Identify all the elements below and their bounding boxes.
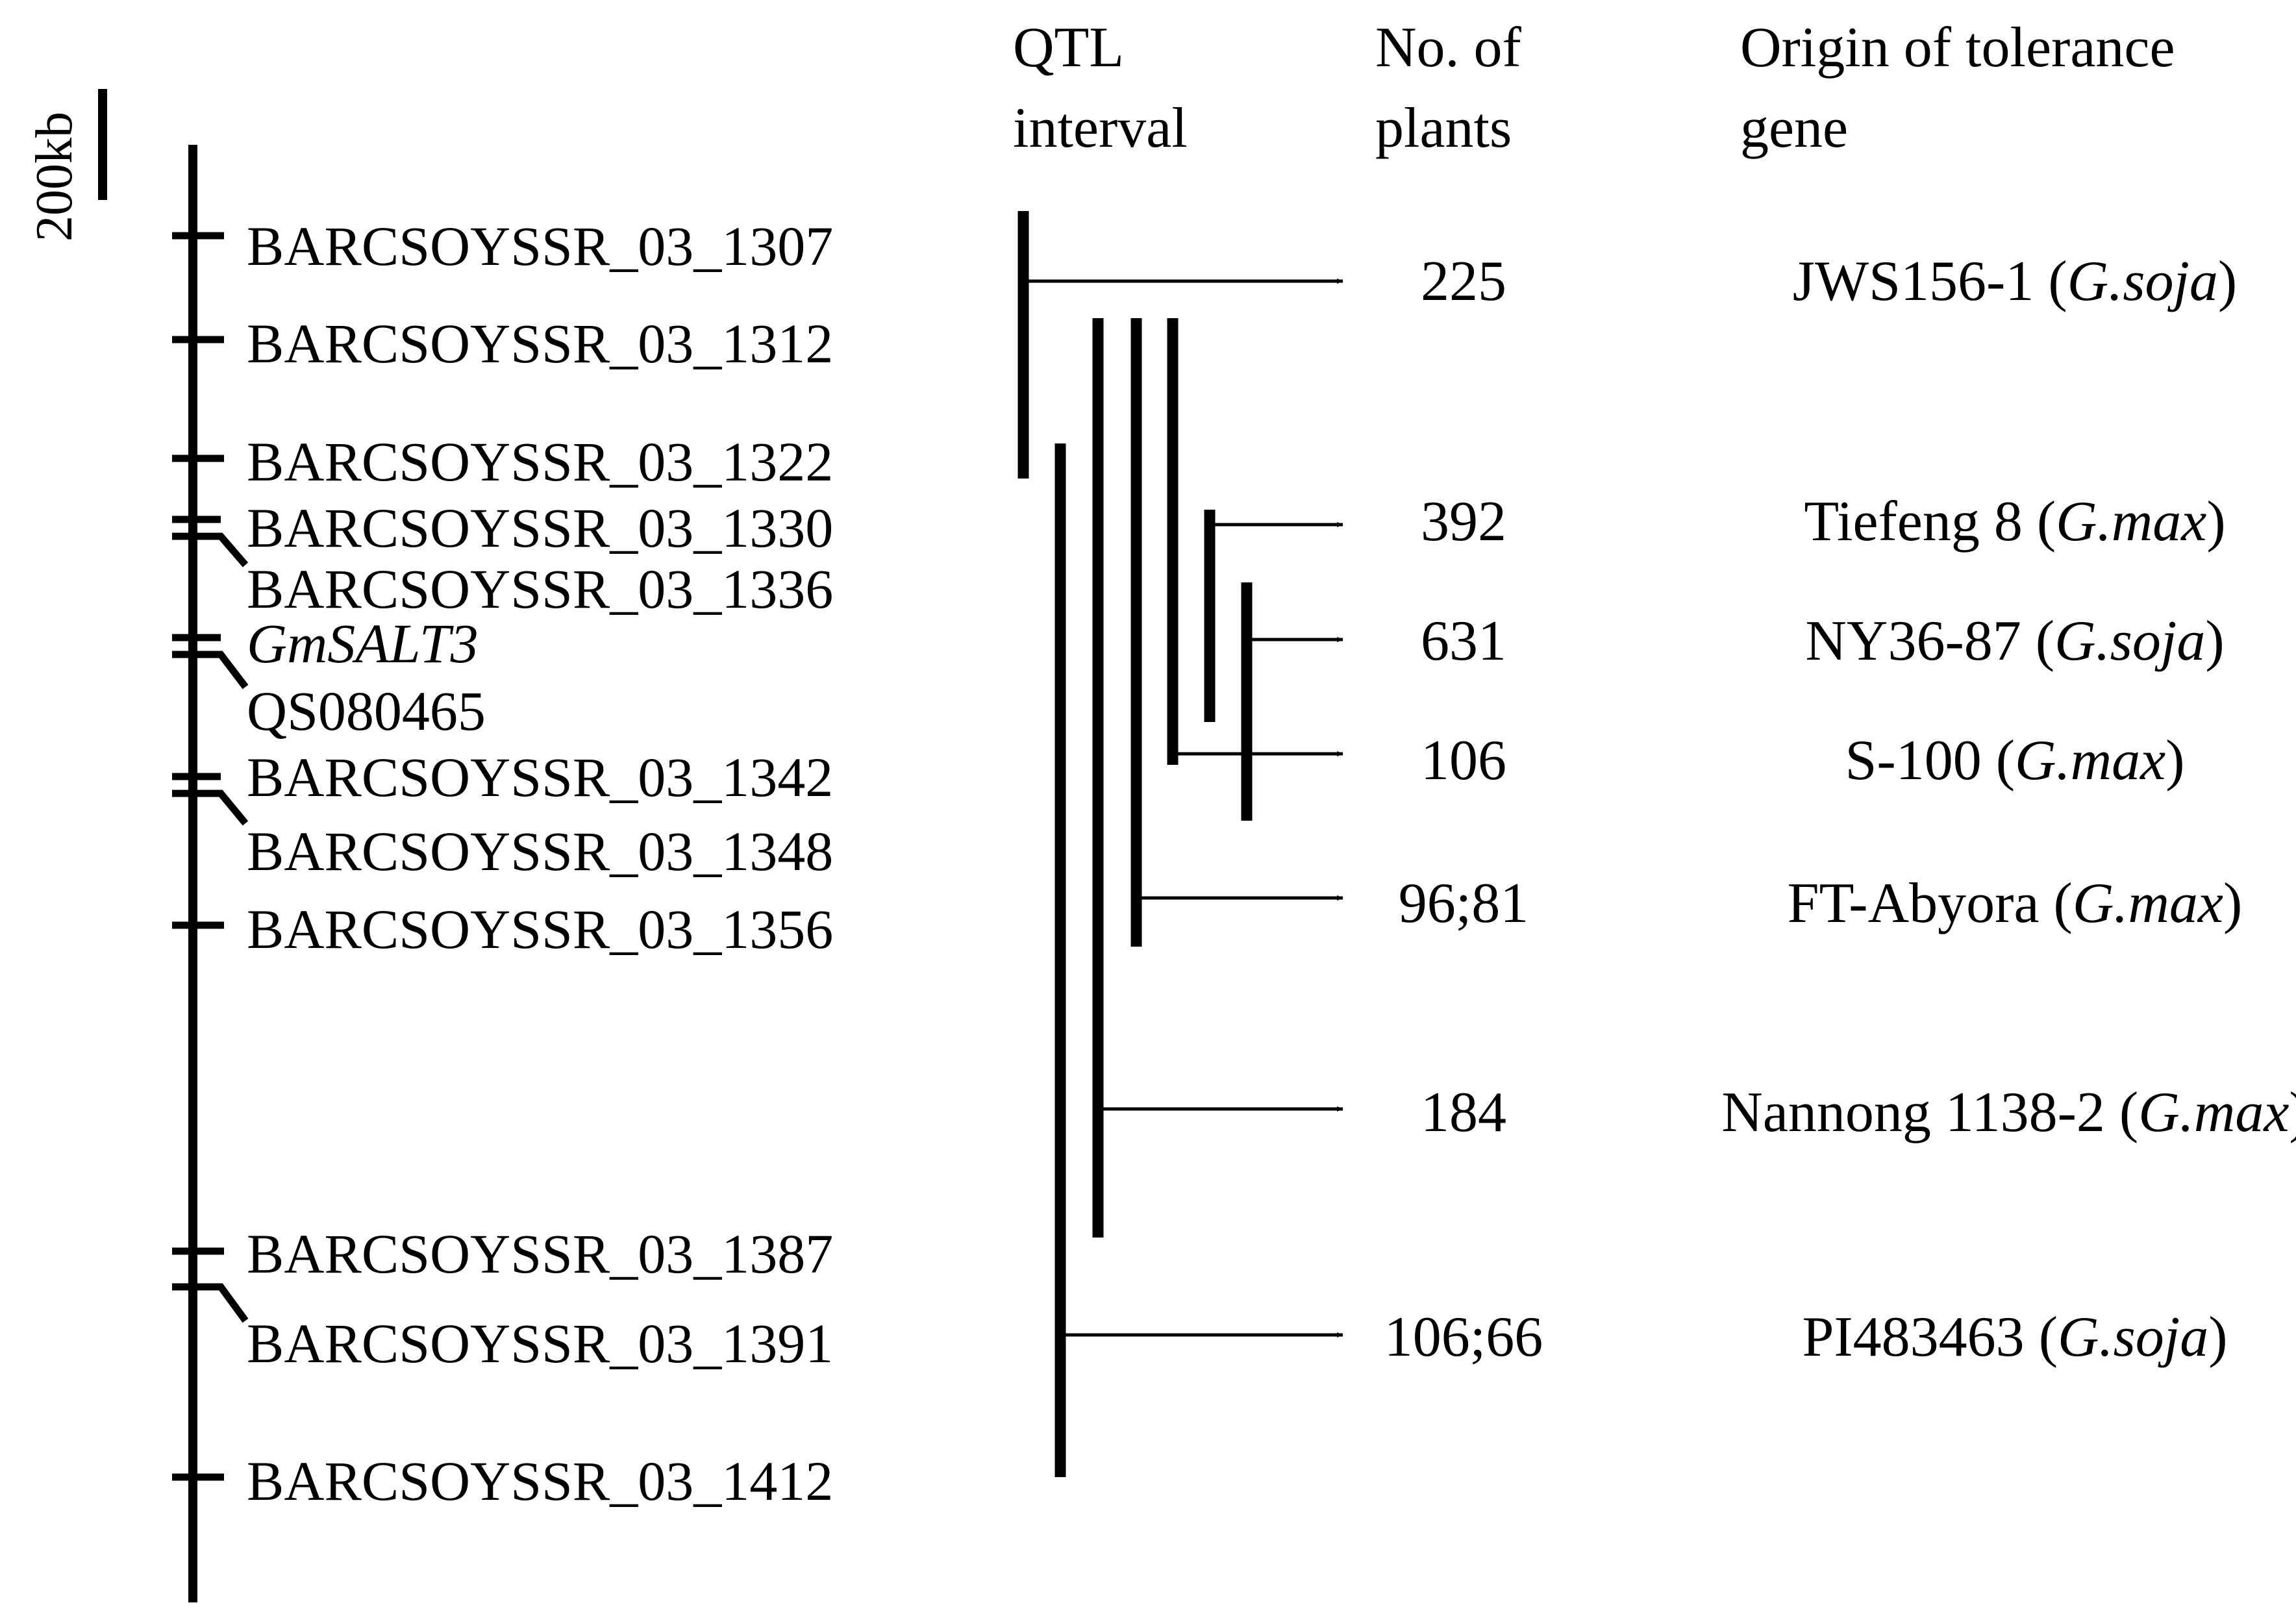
marker-label-1387: BARCSOYSSR_03_1387 <box>247 1223 833 1285</box>
marker-label-qs080465: QS080465 <box>247 680 486 742</box>
marker-label-1322: BARCSOYSSR_03_1322 <box>247 430 833 493</box>
column-headers: QTL interval No. of plants Origin of tol… <box>1013 16 2175 160</box>
plants-s100: 106 <box>1421 729 1506 792</box>
marker-label-1312: BARCSOYSSR_03_1312 <box>247 312 833 375</box>
header-origin-line2: gene <box>1740 97 1848 160</box>
scale-bar: 200kb <box>26 89 107 242</box>
marker-label-1336: BARCSOYSSR_03_1336 <box>247 558 833 620</box>
marker-leader <box>172 651 249 690</box>
scale-bar-label: 200kb <box>26 112 83 242</box>
marker-leader <box>172 790 249 826</box>
qtl-interval-bars <box>1017 211 1253 1477</box>
plants-ft-abyora: 96;81 <box>1399 872 1529 935</box>
plants-nannong: 184 <box>1421 1081 1506 1144</box>
marker-label-1412: BARCSOYSSR_03_1412 <box>247 1450 833 1512</box>
marker-label-1356: BARCSOYSSR_03_1356 <box>247 898 833 960</box>
origin-tiefeng: Tiefeng 8 (G.max) <box>1804 490 2225 553</box>
origins: JWS156-1 (G.soja) Tiefeng 8 (G.max) NY36… <box>1721 250 2296 1369</box>
origin-ft-abyora: FT-Abyora (G.max) <box>1788 872 2243 935</box>
origin-nannong: Nannong 1138-2 (G.max) <box>1721 1081 2296 1144</box>
marker-labels: BARCSOYSSR_03_1307 BARCSOYSSR_03_1312 BA… <box>247 215 833 1512</box>
plants-pi483463: 106;66 <box>1384 1306 1543 1369</box>
marker-label-1307: BARCSOYSSR_03_1307 <box>247 215 833 277</box>
origin-ny36: NY36-87 (G.soja) <box>1805 610 2224 673</box>
origin-s100: S-100 (G.max) <box>1845 729 2184 792</box>
plants-tiefeng: 392 <box>1421 490 1506 553</box>
header-qtl-interval-line1: QTL <box>1013 16 1124 79</box>
marker-label-1348: BARCSOYSSR_03_1348 <box>247 820 833 882</box>
marker-leader <box>172 532 249 567</box>
qtl-arrows <box>1023 279 1343 1338</box>
marker-label-gmsalt3: GmSALT3 <box>247 612 479 675</box>
origin-pi483463: PI483463 (G.soja) <box>1802 1306 2227 1369</box>
marker-leader <box>172 1283 249 1323</box>
origin-jws156: JWS156-1 (G.soja) <box>1793 250 2237 313</box>
header-no-of-plants-line1: No. of <box>1375 16 1522 79</box>
plant-counts: 225 392 631 106 96;81 184 106;66 <box>1384 250 1543 1369</box>
marker-label-1330: BARCSOYSSR_03_1330 <box>247 497 833 559</box>
plants-jws156: 225 <box>1421 250 1506 313</box>
header-no-of-plants-line2: plants <box>1375 97 1512 160</box>
header-origin-line1: Origin of tolerance <box>1740 16 2175 79</box>
header-qtl-interval-line2: interval <box>1013 97 1188 160</box>
marker-ticks <box>172 232 249 1481</box>
plants-ny36: 631 <box>1421 610 1506 673</box>
marker-label-1391: BARCSOYSSR_03_1391 <box>247 1312 833 1375</box>
marker-label-1342: BARCSOYSSR_03_1342 <box>247 746 833 808</box>
